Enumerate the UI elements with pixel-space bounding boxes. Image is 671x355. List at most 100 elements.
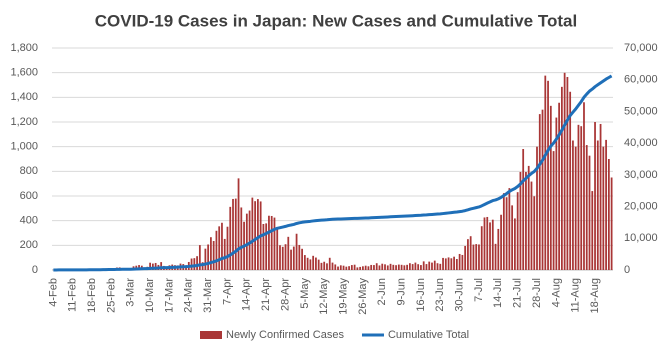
bar (345, 266, 348, 270)
legend-label: Cumulative Total (388, 329, 469, 341)
y-tick-label: 600 (20, 190, 38, 202)
bar (472, 244, 475, 270)
bar (154, 262, 157, 270)
bar (149, 262, 151, 270)
bar (323, 261, 326, 270)
bar (577, 124, 580, 270)
bar (560, 86, 563, 270)
bar (585, 145, 588, 270)
bar (436, 263, 439, 270)
bar (292, 246, 295, 270)
bar (237, 178, 240, 270)
bar (552, 151, 555, 270)
bar (464, 245, 467, 270)
bar (467, 239, 469, 270)
bar (265, 223, 268, 270)
x-tick-label: 21-Apr (260, 278, 272, 311)
y-tick-label: 0 (32, 264, 38, 276)
x-tick-label: 18-Aug (589, 278, 601, 313)
bar (359, 266, 362, 270)
bar (317, 259, 320, 270)
y-tick-label: 200 (20, 239, 38, 251)
y-tick-label: 1,000 (10, 141, 38, 153)
bar (196, 256, 198, 270)
bar (270, 215, 273, 270)
bar (414, 262, 417, 270)
bar (353, 264, 356, 270)
bar (555, 117, 558, 270)
y2-tick-label: 60,000 (624, 74, 658, 86)
bar (273, 217, 276, 270)
bar (572, 140, 574, 270)
bar (514, 218, 516, 270)
x-tick-label: 17-Mar (163, 278, 175, 313)
bar (301, 248, 303, 270)
bar (596, 140, 599, 270)
bar (350, 265, 353, 270)
x-tick-label: 25-Feb (105, 278, 117, 313)
bar (610, 177, 613, 270)
bar (378, 265, 381, 270)
y-tick-label: 1,800 (10, 42, 38, 54)
bar (248, 210, 251, 270)
bar (469, 236, 472, 270)
bar (605, 139, 607, 270)
bar (439, 263, 442, 270)
y-tick-label: 1,400 (10, 91, 38, 103)
x-tick-label: 30-Jun (454, 278, 466, 312)
bar (594, 122, 596, 270)
bar (583, 102, 585, 271)
bar (406, 264, 409, 270)
bar (533, 196, 536, 270)
bar (491, 219, 494, 270)
bar (204, 248, 207, 270)
bar (348, 266, 350, 270)
bar (251, 197, 254, 270)
bar (411, 264, 414, 270)
bar (547, 80, 549, 270)
bar (602, 146, 605, 270)
bar (538, 114, 541, 271)
bar (356, 267, 359, 270)
bar (160, 262, 163, 270)
y2-tick-label: 50,000 (624, 105, 658, 117)
bar (536, 146, 538, 270)
bar (362, 266, 364, 270)
bar (226, 226, 229, 270)
bar (212, 241, 215, 270)
bar (580, 126, 583, 271)
bar (221, 222, 223, 270)
bar (447, 257, 450, 270)
y2-tick-label: 30,000 (624, 169, 658, 181)
x-tick-label: 14-Apr (241, 278, 253, 311)
bar (218, 226, 221, 270)
bar (328, 257, 331, 270)
bar (210, 237, 212, 270)
bar (268, 215, 270, 270)
bar (190, 258, 193, 270)
bar (403, 265, 406, 270)
bar (494, 243, 497, 270)
bar (392, 264, 395, 270)
bar (425, 264, 428, 270)
x-tick-label: 23-Jun (434, 278, 446, 312)
bar (408, 263, 411, 270)
bar (489, 222, 491, 270)
chart-title: COVID-19 Cases in Japan: New Cases and C… (95, 11, 577, 30)
y2-tick-label: 70,000 (624, 42, 658, 54)
bar (478, 244, 480, 270)
bar (599, 123, 602, 271)
bar (287, 236, 290, 270)
bar (574, 146, 577, 270)
bar (442, 257, 444, 270)
bar (389, 263, 392, 270)
bar (525, 171, 527, 270)
bar (397, 264, 400, 270)
bar (400, 264, 403, 270)
bar (215, 230, 218, 270)
bar (223, 238, 226, 270)
bar (312, 255, 315, 270)
bar (486, 216, 489, 270)
x-tick-label: 18-Feb (86, 278, 98, 313)
